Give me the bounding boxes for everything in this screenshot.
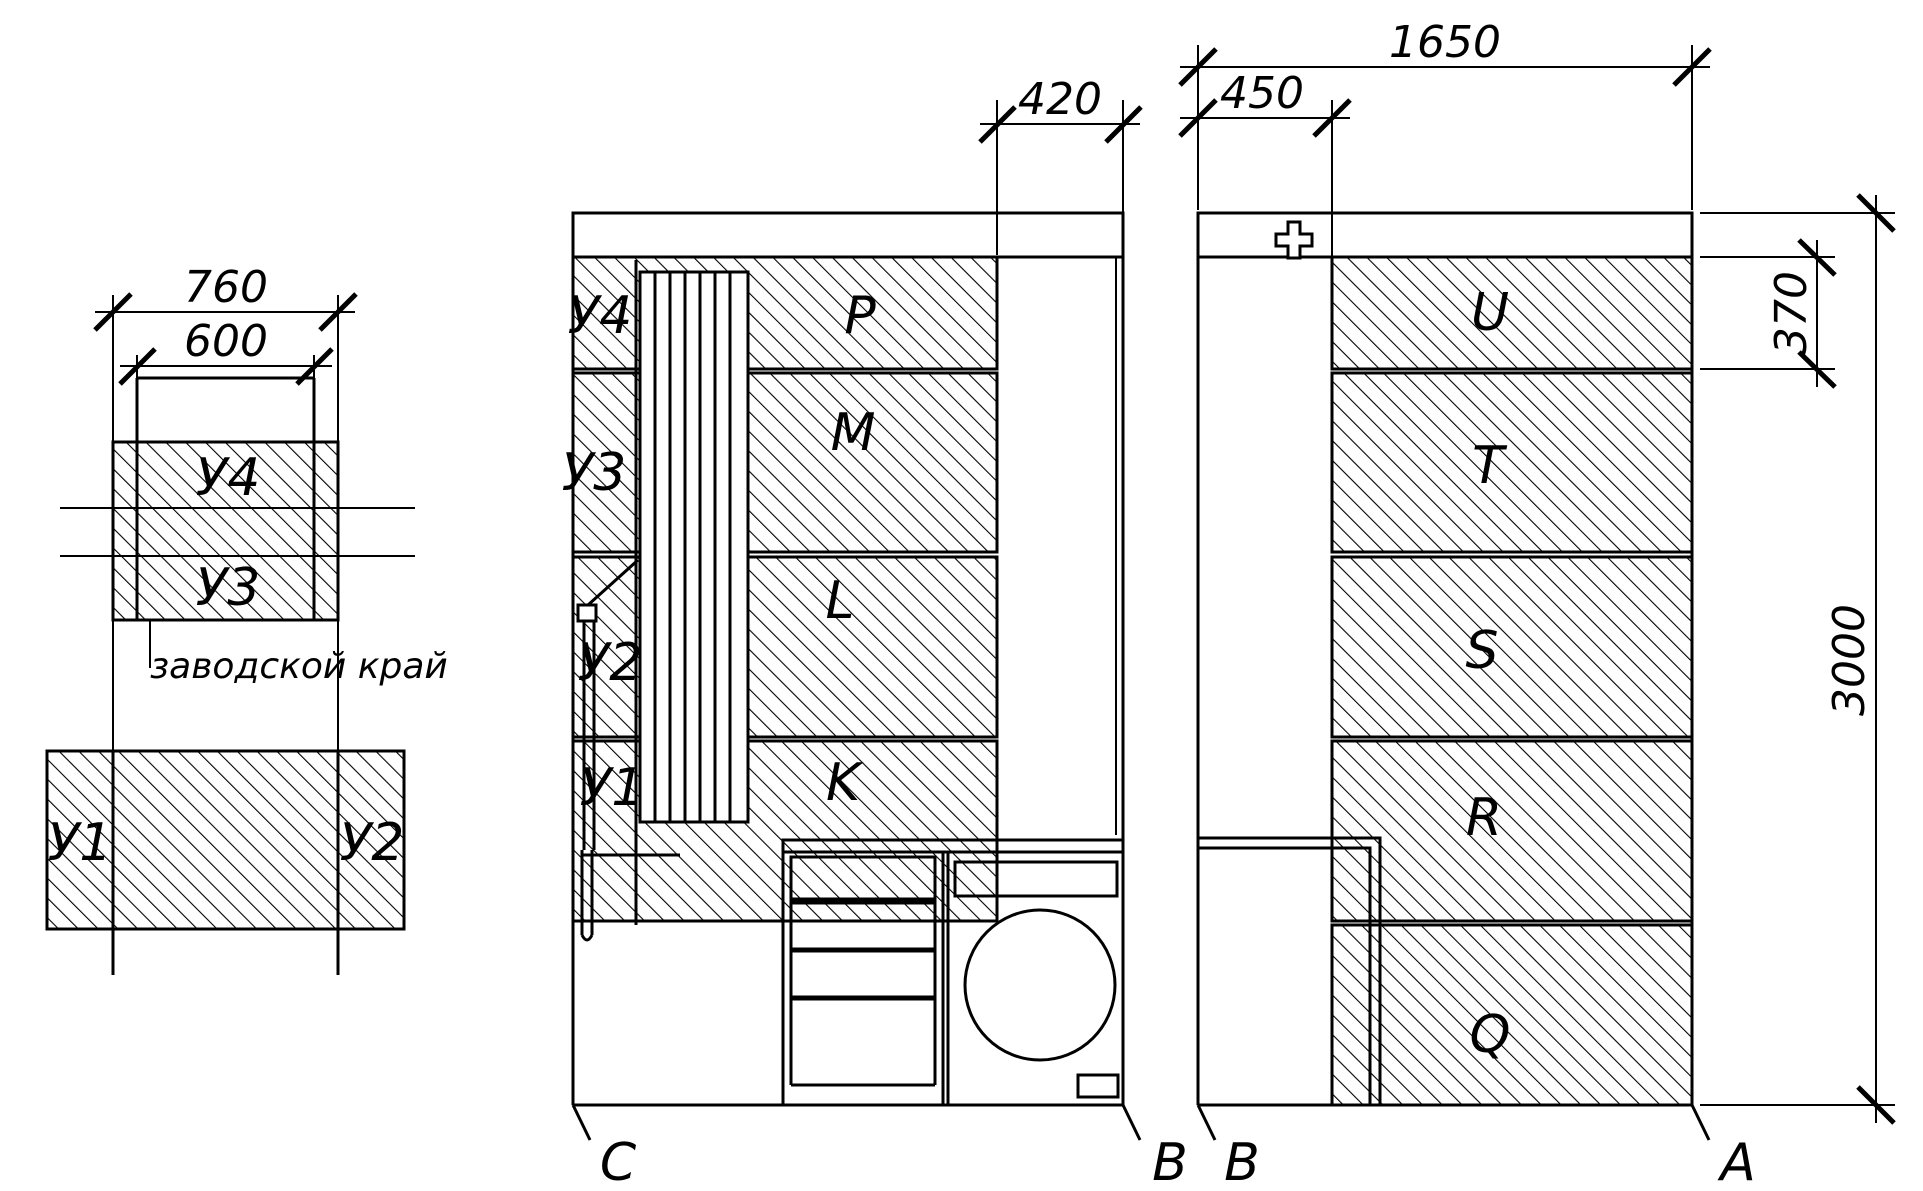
dim-420-label: 420 <box>1018 74 1102 125</box>
detail-panel-bottom <box>45 749 406 931</box>
label-Q: Q <box>1470 1005 1511 1065</box>
corner-label-b-right: B <box>1224 1133 1260 1191</box>
dim-450-label: 450 <box>1220 68 1304 119</box>
dim-600: 600 <box>118 316 334 445</box>
label-T: T <box>1472 436 1508 496</box>
detail-panel-top <box>111 440 340 622</box>
washer-door-icon <box>963 908 1117 1062</box>
label-K: K <box>826 753 864 813</box>
dim-370: 370 <box>1700 238 1837 389</box>
dim-600-label: 600 <box>184 316 268 367</box>
shower-rail <box>576 558 680 942</box>
detail-view: 760 600 У4 У3 заводской край У1 У2 <box>45 262 448 975</box>
detail-label-y4: У4 <box>196 448 261 508</box>
panel-Q <box>1330 923 1694 1107</box>
label-P: P <box>844 286 876 346</box>
panel-S <box>1330 555 1694 739</box>
detail-label-y2: У2 <box>340 813 405 873</box>
panel-R <box>1330 739 1694 923</box>
towel-radiator <box>634 260 750 925</box>
dim-1650: 1650 <box>1178 17 1712 210</box>
detail-label-y3: У3 <box>196 558 261 618</box>
detail-label-y1: У1 <box>48 813 113 873</box>
label-L: L <box>826 571 855 631</box>
side-cabinet <box>1198 836 1382 1105</box>
panel-U <box>1330 255 1694 371</box>
factory-edge-note: заводской край <box>150 646 448 687</box>
pipe-fitting-icon <box>1274 220 1314 260</box>
dim-1650-label: 1650 <box>1389 17 1501 68</box>
dim-420: 420 <box>978 74 1143 255</box>
washing-machine <box>946 850 1125 1107</box>
side-label-y3: У3 <box>562 443 627 503</box>
dim-370-label: 370 <box>1766 271 1817 355</box>
label-S: S <box>1465 621 1498 681</box>
side-label-y1: У1 <box>580 758 645 818</box>
label-R: R <box>1466 788 1502 848</box>
corner-label-b-left: B <box>1152 1133 1188 1191</box>
dim-3000-label: 3000 <box>1824 604 1875 716</box>
label-U: U <box>1471 283 1509 343</box>
drawer-cabinet <box>781 838 1125 1107</box>
dim-760-label: 760 <box>184 262 268 313</box>
side-label-y4: У4 <box>568 286 633 346</box>
panel-T <box>1330 371 1694 554</box>
corner-label-a: A <box>1717 1133 1756 1191</box>
label-M: M <box>831 403 876 463</box>
wall-ba: 1650 450 U T S R Q <box>1178 17 1896 1191</box>
wall-cb: 420 P M L K У4 У3 У2 У1 <box>562 74 1188 1191</box>
side-label-y2: У2 <box>578 633 643 693</box>
dim-3000: 3000 <box>1700 193 1896 1125</box>
corner-label-c: C <box>600 1133 637 1191</box>
dim-450: 450 <box>1178 68 1352 258</box>
